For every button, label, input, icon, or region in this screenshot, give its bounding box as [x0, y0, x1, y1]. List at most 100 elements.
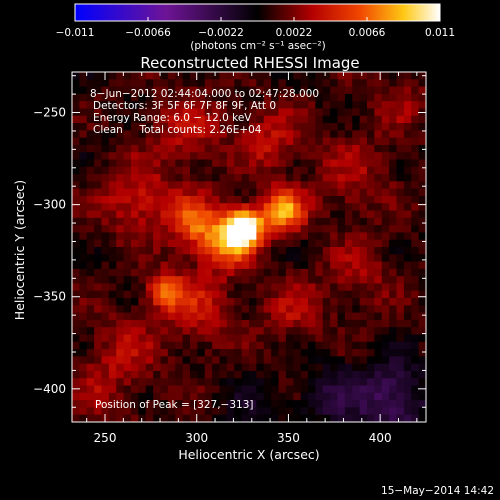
heatmap-cell [271, 414, 280, 422]
heatmap-cell [337, 188, 346, 197]
heatmap-cell [374, 312, 383, 321]
heatmap-cell [212, 181, 221, 190]
heatmap-cell [79, 407, 88, 416]
heatmap-cell [322, 239, 331, 248]
heatmap-cell [86, 225, 95, 234]
heatmap-cell [396, 166, 405, 175]
heatmap-cell [101, 123, 110, 131]
heatmap-cell [249, 290, 257, 299]
heatmap-cell [285, 312, 294, 321]
heatmap-cell [249, 188, 257, 197]
heatmap-cell [344, 181, 353, 190]
heatmap-cell [219, 144, 228, 153]
heatmap-cell [285, 137, 294, 146]
heatmap-cell [101, 312, 110, 321]
heatmap-cell [418, 152, 426, 161]
heatmap-cell [108, 349, 117, 357]
heatmap-cell [330, 349, 339, 357]
heatmap-cell [271, 283, 280, 292]
heatmap-cell [389, 341, 398, 350]
heatmap-cell [175, 319, 184, 328]
heatmap-cell [293, 108, 302, 117]
heatmap-cell [94, 159, 103, 168]
heatmap-cell [72, 254, 80, 263]
heatmap-cell [197, 378, 206, 387]
heatmap-cell [190, 319, 198, 328]
heatmap-cell [293, 298, 302, 306]
heatmap-cell [123, 349, 132, 357]
heatmap-cell [72, 93, 80, 102]
heatmap-cell [182, 327, 191, 336]
heatmap-cell [219, 356, 228, 365]
heatmap-cell [123, 276, 132, 285]
heatmap-cell [330, 115, 339, 124]
heatmap-cell [367, 239, 375, 248]
heatmap-cell [285, 188, 294, 197]
heatmap-cell [293, 137, 302, 146]
heatmap-cell [226, 349, 235, 357]
heatmap-cell [396, 79, 405, 88]
heatmap-cell [86, 400, 95, 409]
heatmap-cell [204, 225, 213, 234]
heatmap-cell [167, 72, 176, 80]
heatmap-cell [337, 137, 346, 146]
heatmap-cell [145, 130, 154, 139]
heatmap-cell [190, 181, 198, 190]
heatmap-cell [396, 298, 405, 306]
heatmap-cell [389, 312, 398, 321]
heatmap-cell [241, 72, 250, 80]
heatmap-cell [160, 232, 169, 241]
heatmap-cell [263, 254, 272, 263]
heatmap-cell [79, 298, 88, 306]
heatmap-cell [411, 407, 420, 416]
heatmap-cell [315, 152, 324, 161]
heatmap-cell [219, 327, 228, 336]
heatmap-cell [190, 152, 198, 161]
heatmap-cell [263, 305, 272, 314]
heatmap-cell [226, 130, 235, 139]
heatmap-cell [315, 261, 324, 270]
heatmap-cell [381, 319, 390, 328]
heatmap-cell [396, 400, 405, 409]
heatmap-cell [197, 210, 206, 219]
heatmap-cell [263, 123, 272, 131]
heatmap-cell [234, 108, 243, 117]
heatmap-cell [72, 239, 80, 248]
heatmap-cell [418, 378, 426, 387]
heatmap-cell [94, 195, 103, 204]
heatmap-cell [86, 349, 95, 357]
heatmap-cell [72, 370, 80, 379]
heatmap-cell [271, 290, 280, 299]
heatmap-cell [411, 385, 420, 394]
heatmap-cell [381, 247, 390, 255]
heatmap-cell [396, 217, 405, 226]
heatmap-cell [337, 115, 346, 124]
heatmap-cell [418, 166, 426, 175]
heatmap-cell [204, 268, 213, 277]
heatmap-cell [175, 86, 184, 95]
heatmap-cell [359, 349, 368, 357]
heatmap-cell [79, 327, 88, 336]
heatmap-cell [285, 392, 294, 401]
heatmap-cell [374, 261, 383, 270]
heatmap-cell [293, 319, 302, 328]
heatmap-cell [72, 137, 80, 146]
heatmap-cell [352, 327, 361, 336]
heatmap-cell [249, 239, 257, 248]
heatmap-cell [330, 392, 339, 401]
heatmap-cell [72, 210, 80, 219]
heatmap-cell [411, 174, 420, 182]
heatmap-cell [101, 79, 110, 88]
heatmap-cell [403, 349, 412, 357]
heatmap-cell [285, 254, 294, 263]
heatmap-cell [256, 152, 265, 161]
heatmap-cell [308, 392, 316, 401]
peak-position-label: Position of Peak = [327,−313] [95, 399, 254, 411]
heatmap-cell [138, 174, 147, 182]
heatmap-cell [226, 334, 235, 343]
heatmap-cell [367, 341, 375, 350]
heatmap-cell [167, 217, 176, 226]
heatmap-cell [381, 327, 390, 336]
heatmap-cell [315, 239, 324, 248]
heatmap-cell [153, 217, 162, 226]
